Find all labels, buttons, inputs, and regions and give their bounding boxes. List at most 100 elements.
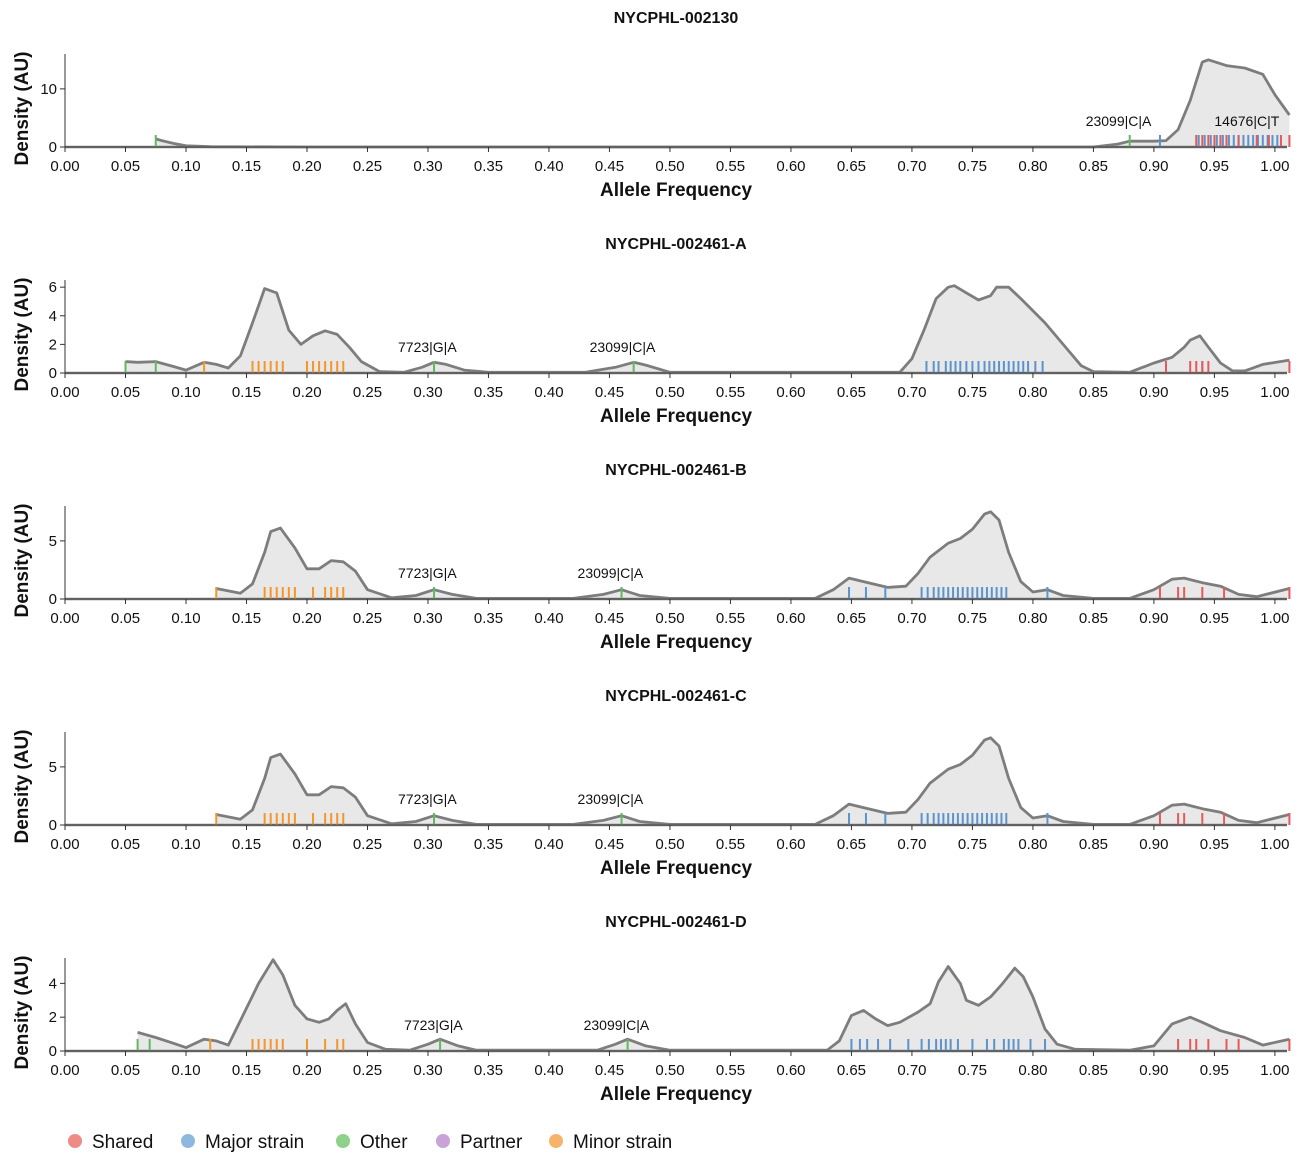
- x-tick-label: 0.90: [1139, 610, 1168, 627]
- x-tick-label: 0.00: [50, 1062, 79, 1079]
- x-tick-label: 0.65: [837, 1062, 866, 1079]
- y-tick-label: 4: [49, 308, 57, 325]
- variant-annotation: 7723|G|A: [404, 1017, 463, 1033]
- legend-item-minor: Minor strain: [549, 1132, 672, 1153]
- x-tick-label: 0.35: [474, 158, 503, 175]
- x-tick-label: 0.00: [50, 158, 79, 175]
- legend-item-major: Major strain: [181, 1132, 304, 1153]
- x-tick-label: 0.80: [1018, 158, 1047, 175]
- legend-swatch: [68, 1134, 82, 1148]
- x-axis-label: Allele Frequency: [600, 180, 752, 201]
- legend-label: Partner: [460, 1132, 523, 1153]
- legend-swatch: [181, 1134, 195, 1148]
- y-axis-label: Density (AU): [12, 277, 33, 391]
- variant-annotation: 23099|C|A: [1086, 113, 1152, 129]
- y-tick-label: 0: [49, 591, 57, 608]
- x-tick-label: 0.20: [292, 384, 321, 401]
- variant-annotation: 7723|G|A: [398, 791, 457, 807]
- x-tick-label: 0.50: [655, 384, 684, 401]
- panel-title: NYCPHL-002461-C: [605, 688, 747, 705]
- y-tick-label: 0: [49, 817, 57, 834]
- x-tick-label: 0.70: [897, 836, 926, 853]
- y-tick-label: 10: [40, 81, 57, 98]
- y-tick-label: 0: [49, 365, 57, 382]
- x-tick-label: 0.80: [1018, 610, 1047, 627]
- density-area: [216, 737, 1290, 825]
- x-tick-label: 0.90: [1139, 158, 1168, 175]
- x-tick-label: 0.30: [413, 610, 442, 627]
- variant-annotation: 7723|G|A: [398, 565, 457, 581]
- x-axis-label: Allele Frequency: [600, 632, 752, 653]
- variant-annotation: 23099|C|A: [578, 565, 644, 581]
- x-tick-label: 0.75: [958, 1062, 987, 1079]
- variant-annotation: 23099|C|A: [590, 339, 656, 355]
- x-tick-label: 0.50: [655, 158, 684, 175]
- x-tick-label: 0.10: [171, 610, 200, 627]
- x-tick-label: 0.00: [50, 836, 79, 853]
- x-tick-label: 0.80: [1018, 836, 1047, 853]
- x-tick-label: 0.50: [655, 836, 684, 853]
- panel-title: NYCPHL-002461-D: [605, 914, 746, 931]
- legend-label: Major strain: [205, 1132, 304, 1153]
- density-area: [137, 959, 1290, 1051]
- y-axis-label: Density (AU): [12, 729, 33, 843]
- legend: Shared Major strain Other Partner Minor stra…: [68, 1132, 672, 1153]
- x-tick-label: 0.25: [353, 836, 382, 853]
- x-tick-label: 0.45: [595, 384, 624, 401]
- x-tick-label: 0.05: [111, 610, 140, 627]
- x-tick-label: 0.60: [776, 1062, 805, 1079]
- x-axis-label: Allele Frequency: [600, 1084, 752, 1105]
- x-tick-label: 0.30: [413, 384, 442, 401]
- variant-annotation: 7723|G|A: [398, 339, 457, 355]
- x-tick-label: 0.85: [1079, 836, 1108, 853]
- x-tick-label: 0.45: [595, 610, 624, 627]
- x-tick-label: 0.40: [534, 610, 563, 627]
- x-tick-label: 0.40: [534, 836, 563, 853]
- variant-annotation: 23099|C|A: [584, 1017, 650, 1033]
- y-tick-label: 4: [49, 975, 57, 992]
- x-tick-label: 0.65: [837, 158, 866, 175]
- x-tick-label: 0.30: [413, 836, 442, 853]
- x-axis-label: Allele Frequency: [600, 406, 752, 427]
- x-tick-label: 0.10: [171, 836, 200, 853]
- x-tick-label: 0.70: [897, 158, 926, 175]
- x-tick-label: 0.60: [776, 610, 805, 627]
- x-tick-label: 0.75: [958, 836, 987, 853]
- x-tick-label: 0.20: [292, 158, 321, 175]
- x-tick-label: 0.70: [897, 610, 926, 627]
- x-tick-label: 0.20: [292, 1062, 321, 1079]
- x-tick-label: 0.35: [474, 384, 503, 401]
- x-tick-label: 0.90: [1139, 384, 1168, 401]
- y-tick-label: 0: [49, 139, 57, 156]
- x-tick-label: 0.15: [232, 384, 261, 401]
- x-tick-label: 0.60: [776, 384, 805, 401]
- x-tick-label: 0.95: [1200, 1062, 1229, 1079]
- x-tick-label: 0.45: [595, 158, 624, 175]
- x-tick-label: 0.00: [50, 610, 79, 627]
- x-tick-label: 0.25: [353, 1062, 382, 1079]
- x-tick-label: 1.00: [1260, 836, 1289, 853]
- x-tick-label: 0.85: [1079, 610, 1108, 627]
- panel-title: NYCPHL-002461-B: [605, 462, 746, 479]
- x-tick-label: 0.35: [474, 836, 503, 853]
- y-axis-label: Density (AU): [12, 955, 33, 1069]
- x-tick-label: 0.10: [171, 384, 200, 401]
- x-tick-label: 0.85: [1079, 158, 1108, 175]
- x-tick-label: 0.25: [353, 384, 382, 401]
- density-panel: NYCPHL-002461-C 7723|G|A 23099|C|A 0 5 Densit…: [12, 688, 1291, 879]
- x-tick-label: 0.55: [716, 384, 745, 401]
- x-tick-label: 0.15: [232, 158, 261, 175]
- density-panel: NYCPHL-002130 23099|C|A 14676|C|T 0 10 Densit…: [12, 10, 1291, 201]
- y-tick-label: 2: [49, 336, 57, 353]
- legend-item-shared: Shared: [68, 1132, 153, 1153]
- x-tick-label: 0.40: [534, 158, 563, 175]
- x-tick-label: 0.75: [958, 610, 987, 627]
- x-tick-label: 0.80: [1018, 1062, 1047, 1079]
- x-tick-label: 0.80: [1018, 384, 1047, 401]
- x-tick-label: 0.55: [716, 1062, 745, 1079]
- x-tick-label: 0.05: [111, 384, 140, 401]
- x-tick-label: 0.20: [292, 610, 321, 627]
- x-tick-label: 0.25: [353, 610, 382, 627]
- x-tick-label: 0.65: [837, 836, 866, 853]
